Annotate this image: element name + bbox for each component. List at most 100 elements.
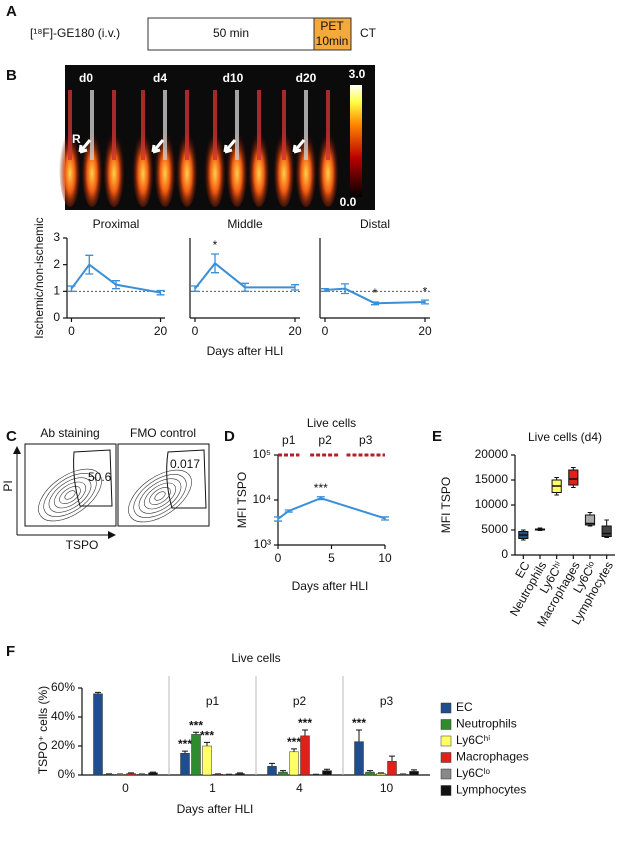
arrow (151, 139, 165, 154)
significance: *** (178, 737, 192, 751)
x-tick-label: 1 (209, 781, 216, 795)
contour (143, 482, 177, 510)
vessel (257, 90, 261, 160)
vessel (282, 90, 286, 160)
phase-label: p1 (282, 433, 296, 447)
error-bar (193, 731, 199, 735)
contour (43, 473, 97, 517)
ct-label: CT (360, 26, 377, 40)
box (584, 514, 596, 526)
bar (278, 771, 288, 776)
bar (376, 773, 386, 776)
error-bar (381, 516, 389, 521)
vessel (185, 90, 189, 160)
side-label: R (72, 132, 81, 146)
contour (64, 490, 76, 500)
bar (104, 774, 114, 776)
pet-box (313, 17, 352, 51)
error-bar (341, 283, 349, 295)
contour (48, 477, 92, 513)
vessel (326, 90, 330, 160)
legend-swatch (440, 785, 452, 796)
contour (154, 491, 166, 501)
chart-title: Middle (227, 217, 263, 231)
uptake (176, 123, 198, 207)
contour (133, 474, 187, 518)
y-tick-label: 1 (53, 284, 60, 298)
uptake-box (147, 17, 315, 51)
y-axis-label: MFI TSPO (439, 477, 453, 533)
x-axis-label: Days after HLI (292, 579, 369, 593)
significance: * (423, 284, 428, 298)
uptake (273, 123, 295, 207)
significance: * (373, 286, 378, 300)
y-tick-label: 2 (53, 257, 60, 271)
group-label: p3 (380, 694, 394, 708)
y-tick-label: 20000 (475, 447, 509, 461)
contour (38, 468, 102, 522)
significance: *** (200, 729, 214, 743)
bar (354, 741, 364, 776)
y-tick-label: 0 (53, 310, 60, 324)
contour (128, 469, 192, 523)
uptake (317, 123, 339, 207)
line (277, 497, 386, 520)
error-bar (85, 254, 94, 275)
legend-swatch (440, 752, 452, 763)
phase-label: p3 (359, 433, 373, 447)
significance: *** (298, 716, 312, 730)
flow-plot (24, 443, 117, 527)
group-label: p2 (293, 694, 307, 708)
y-axis-label: MFI TSPO (235, 472, 249, 528)
x-axis-label: Days after HLI (207, 344, 284, 358)
phase-label: p2 (318, 433, 332, 447)
legend-label: Ly6Cʰⁱ (456, 733, 490, 747)
error-bar (291, 748, 297, 752)
y-tick-label: 10³ (254, 537, 271, 551)
vessel (213, 90, 217, 160)
error-bar (191, 285, 199, 292)
error-bar (421, 299, 429, 305)
y-tick-label: 15000 (475, 472, 509, 486)
contour (59, 486, 81, 504)
bar (235, 773, 245, 776)
x-tick-label: 0 (68, 324, 75, 338)
error-bar (302, 729, 308, 736)
box (601, 525, 612, 537)
chart-title: Distal (360, 217, 390, 231)
uptake (204, 123, 226, 207)
error-bar (284, 509, 293, 513)
bar (180, 753, 190, 776)
significance: * (213, 238, 218, 252)
arrow (292, 139, 306, 154)
legend-label: Macrophages (456, 750, 529, 764)
arrow (78, 139, 92, 154)
gate-value: 0.017 (170, 457, 200, 471)
day-label: d10 (223, 71, 244, 85)
contours (38, 468, 192, 523)
group-label: p1 (206, 694, 220, 708)
legend-label: Neutrophils (456, 717, 517, 731)
significance: *** (189, 718, 203, 732)
error-bar (156, 289, 165, 296)
bar (137, 774, 147, 776)
vessel (141, 90, 145, 160)
bar (365, 771, 375, 776)
x-tick-label: 20 (288, 324, 302, 338)
y-axis-label: TSPO⁺ cells (%) (36, 686, 50, 774)
vessel (90, 90, 94, 160)
plot-title: FMO control (130, 426, 196, 440)
y-tick-label: 0 (501, 547, 508, 561)
x-tick-label: 10 (380, 781, 394, 795)
x-tick-label: 0 (122, 781, 129, 795)
bar (300, 735, 310, 776)
vessel (235, 90, 239, 160)
bar (93, 693, 103, 776)
error-bar (371, 301, 379, 306)
error-bar (269, 762, 275, 767)
x-tick-label: 20 (418, 324, 432, 338)
y-tick-label: 0% (58, 767, 76, 781)
uptake-time: 50 min (213, 26, 249, 40)
error-bar (356, 729, 362, 742)
error-bar (67, 285, 76, 292)
